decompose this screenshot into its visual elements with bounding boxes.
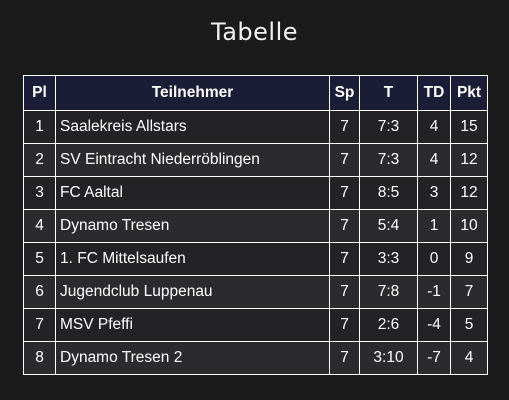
cell-games: 7	[329, 242, 360, 276]
cell-points: 10	[450, 209, 488, 243]
cell-goals: 8:5	[359, 176, 418, 210]
cell-place: 1	[23, 110, 56, 144]
cell-place: 8	[23, 341, 56, 375]
cell-place: 6	[23, 275, 56, 309]
cell-team: Dynamo Tresen	[55, 209, 330, 243]
cell-games: 7	[329, 308, 360, 342]
cell-points: 5	[450, 308, 488, 342]
cell-goal-difference: 3	[417, 176, 451, 210]
cell-team: Dynamo Tresen 2	[55, 341, 330, 375]
cell-games: 7	[329, 110, 360, 144]
table-row: 5 1. FC Mittelsaufen 7 3:3 0 9	[23, 242, 488, 276]
cell-goals: 7:8	[359, 275, 418, 309]
cell-goal-difference: 1	[417, 209, 451, 243]
cell-goal-difference: 4	[417, 110, 451, 144]
cell-goals: 7:3	[359, 110, 418, 144]
cell-place: 4	[23, 209, 56, 243]
cell-place: 3	[23, 176, 56, 210]
table-header-row: Pl Teilnehmer Sp T TD Pkt	[23, 75, 488, 111]
cell-goals: 5:4	[359, 209, 418, 243]
cell-team: MSV Pfeffi	[55, 308, 330, 342]
cell-points: 9	[450, 242, 488, 276]
column-header-games: Sp	[329, 75, 360, 111]
table-row: 4 Dynamo Tresen 7 5:4 1 10	[23, 209, 488, 243]
cell-goal-difference: -7	[417, 341, 451, 375]
table-row: 7 MSV Pfeffi 7 2:6 -4 5	[23, 308, 488, 342]
cell-goals: 3:3	[359, 242, 418, 276]
cell-team: Jugendclub Luppenau	[55, 275, 330, 309]
cell-place: 2	[23, 143, 56, 177]
cell-goal-difference: -4	[417, 308, 451, 342]
column-header-points: Pkt	[450, 75, 488, 111]
cell-team: 1. FC Mittelsaufen	[55, 242, 330, 276]
table-row: 2 SV Eintracht Niederröblingen 7 7:3 4 1…	[23, 143, 488, 177]
cell-points: 15	[450, 110, 488, 144]
cell-points: 7	[450, 275, 488, 309]
cell-points: 4	[450, 341, 488, 375]
cell-games: 7	[329, 209, 360, 243]
cell-games: 7	[329, 143, 360, 177]
page-title: Tabelle	[211, 18, 298, 46]
cell-place: 5	[23, 242, 56, 276]
table-row: 8 Dynamo Tresen 2 7 3:10 -7 4	[23, 341, 488, 375]
cell-team: SV Eintracht Niederröblingen	[55, 143, 330, 177]
table-row: 3 FC Aaltal 7 8:5 3 12	[23, 176, 488, 210]
table-row: 6 Jugendclub Luppenau 7 7:8 -1 7	[23, 275, 488, 309]
cell-goal-difference: 0	[417, 242, 451, 276]
column-header-goals: T	[359, 75, 418, 111]
cell-games: 7	[329, 176, 360, 210]
column-header-goal-difference: TD	[417, 75, 451, 111]
cell-place: 7	[23, 308, 56, 342]
cell-team: Saalekreis Allstars	[55, 110, 330, 144]
cell-games: 7	[329, 341, 360, 375]
table-row: 1 Saalekreis Allstars 7 7:3 4 15	[23, 110, 488, 144]
cell-points: 12	[450, 143, 488, 177]
column-header-team: Teilnehmer	[55, 75, 330, 111]
cell-goals: 3:10	[359, 341, 418, 375]
cell-goal-difference: 4	[417, 143, 451, 177]
cell-points: 12	[450, 176, 488, 210]
cell-goal-difference: -1	[417, 275, 451, 309]
cell-team: FC Aaltal	[55, 176, 330, 210]
standings-table: Pl Teilnehmer Sp T TD Pkt 1 Saalekreis A…	[23, 75, 488, 375]
cell-goals: 7:3	[359, 143, 418, 177]
column-header-place: Pl	[23, 75, 56, 111]
cell-games: 7	[329, 275, 360, 309]
cell-goals: 2:6	[359, 308, 418, 342]
